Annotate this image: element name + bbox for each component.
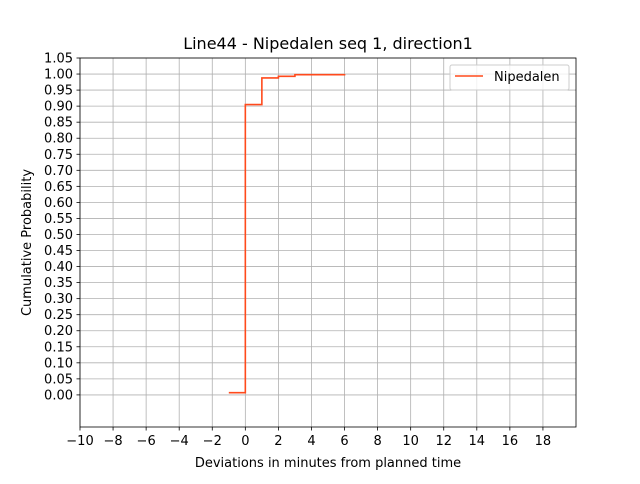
y-tick-label: 1.00 <box>44 68 73 83</box>
x-tick-label: 18 <box>535 434 552 449</box>
y-tick-label: 0.40 <box>44 260 73 275</box>
y-tick-label: 0.80 <box>44 132 73 147</box>
y-tick-label: 0.10 <box>44 356 73 371</box>
y-tick-label: 0.60 <box>44 196 73 211</box>
x-tick-label: 8 <box>373 434 381 449</box>
y-tick-label: 0.75 <box>44 148 73 163</box>
y-axis-title: Cumulative Probability <box>20 169 35 316</box>
y-tick-label: 0.85 <box>44 116 73 131</box>
x-axis-title: Deviations in minutes from planned time <box>195 456 461 471</box>
y-tick-label: 0.00 <box>44 388 73 403</box>
x-tick-label: −2 <box>203 434 222 449</box>
x-tick-label: 10 <box>402 434 419 449</box>
x-tick-label: 12 <box>435 434 452 449</box>
x-tick-label: 16 <box>502 434 519 449</box>
x-tick-label: 4 <box>307 434 315 449</box>
legend: Nipedalen <box>450 65 569 90</box>
y-tick-label: 0.70 <box>44 164 73 179</box>
y-tick-label: 0.65 <box>44 180 73 195</box>
y-tick-label: 0.05 <box>44 372 73 387</box>
x-tick-label: 6 <box>340 434 348 449</box>
y-tick-label: 0.45 <box>44 244 73 259</box>
x-tick-label: −10 <box>66 434 93 449</box>
y-tick-label: 0.50 <box>44 228 73 243</box>
y-tick-label: 0.15 <box>44 340 73 355</box>
legend-label-nipedalen: Nipedalen <box>494 70 560 85</box>
chart-title: Line44 - Nipedalen seq 1, direction1 <box>183 34 473 53</box>
y-tick-label: 0.30 <box>44 292 73 307</box>
y-tick-label: 0.95 <box>44 84 73 99</box>
x-tick-label: −6 <box>137 434 156 449</box>
x-tick-label: 14 <box>469 434 486 449</box>
y-tick-label: 0.90 <box>44 100 73 115</box>
y-tick-label: 0.55 <box>44 212 73 227</box>
x-tick-label: 2 <box>274 434 282 449</box>
y-tick-label: 1.05 <box>44 52 73 67</box>
y-tick-label: 0.35 <box>44 276 73 291</box>
x-tick-label: −8 <box>103 434 122 449</box>
y-tick-label: 0.20 <box>44 324 73 339</box>
y-tick-label: 0.25 <box>44 308 73 323</box>
x-tick-label: −4 <box>170 434 189 449</box>
x-tick-label: 0 <box>241 434 249 449</box>
